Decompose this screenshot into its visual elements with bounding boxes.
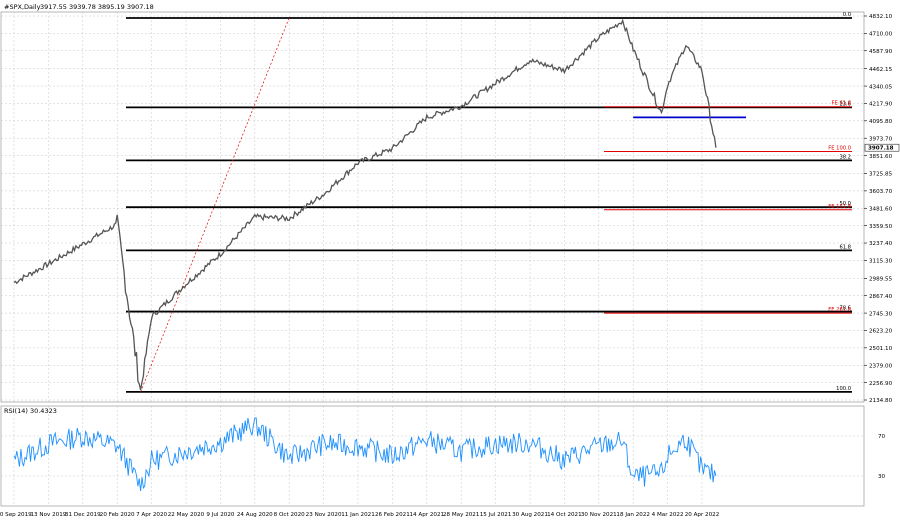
price-tick-label: 2989.55 [869,277,893,283]
date-tick-label: 28 May 2021 [443,512,480,518]
date-tick-label: 30 Aug 2021 [512,512,548,518]
fe-level-label: FE 161.8 [828,204,851,210]
price-tick-label: 3725.85 [869,172,893,178]
price-tick-label: 2501.10 [869,346,893,352]
chart-ohlc: 3917.55 3939.78 3895.19 3907.18 [40,3,154,11]
rsi-tick-label: 70 [878,434,886,440]
price-tick-label: 3851.60 [869,154,893,160]
price-tick-label: 4462.15 [869,67,893,73]
date-tick-label: 20 Feb 2020 [100,512,135,518]
date-tick-label: 14 Apr 2021 [410,512,445,518]
date-tick-label: 30 Nov 2021 [581,512,617,518]
date-tick-label: 15 Jul 2021 [480,512,512,518]
price-tick-label: 4710.00 [869,32,893,38]
date-tick-label: 18 Jan 2022 [616,512,650,518]
date-tick-label: 7 Apr 2020 [136,512,167,518]
price-tick-label: 2745.30 [869,311,893,317]
date-tick-label: 11 Jan 2021 [341,512,375,518]
price-tick-label: 4340.05 [869,84,893,90]
price-tick-label: 4832.10 [869,14,893,20]
price-tick-label: 3115.30 [869,259,893,265]
price-tick-label: 2623.20 [869,329,893,335]
date-tick-label: 26 Feb 2021 [375,512,410,518]
fe-level-label: FE 261.8 [828,307,851,313]
date-tick-label: 14 Oct 2021 [547,512,582,518]
date-tick-label: 24 Aug 2020 [237,512,273,518]
date-tick-label: 20 Apr 2022 [685,512,720,518]
price-tick-label: 4217.90 [869,102,893,108]
chart-title: #SPX,Daily [4,3,41,11]
date-tick-label: 30 Sep 2019 [0,512,32,518]
price-tick-label: 2867.40 [869,294,893,300]
rsi-tick-label: 30 [878,474,886,480]
fib-level-label: 38.2 [839,154,851,160]
price-tick-label: 3481.60 [869,206,893,212]
fe-level-label: FE 61.8 [832,101,851,107]
date-tick-label: 31 Dec 2019 [65,512,101,518]
fib-level-label: 61.8 [839,244,851,250]
date-tick-label: 9 Jul 2020 [206,512,235,518]
price-tick-label: 2256.90 [869,381,893,387]
price-tick-label: 3237.40 [869,241,893,247]
price-tick-label: 4587.90 [869,49,893,55]
price-tick-label: 3359.50 [869,224,893,230]
date-tick-label: 23 Nov 2020 [306,512,342,518]
date-tick-label: 22 May 2020 [168,512,205,518]
price-tick-label: 2134.80 [869,398,893,404]
price-tick-label: 4095.80 [869,119,893,125]
price-tick-label: 3603.70 [869,189,893,195]
date-tick-label: 8 Oct 2020 [274,512,305,518]
fe-level-label: FE 100.0 [828,146,851,152]
price-tick-label: 3973.70 [869,136,893,142]
current-price-label: 3907.18 [868,146,894,152]
fib-level-label: 100.0 [836,386,851,392]
rsi-label: RSI(14) 30.4323 [4,407,57,415]
date-tick-label: 4 Mar 2022 [652,512,684,518]
price-tick-label: 2379.00 [869,363,893,369]
fib-level-label: 0.0 [843,12,851,18]
date-tick-label: 13 Nov 2019 [30,512,66,518]
